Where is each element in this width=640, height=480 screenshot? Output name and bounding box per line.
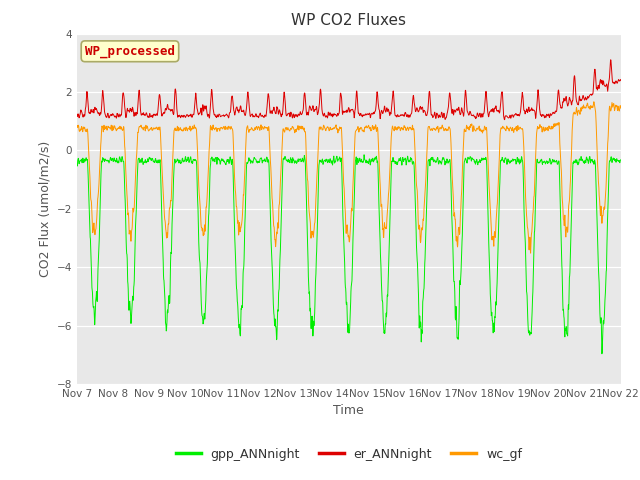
wc_gf <box>590 99 598 105</box>
gpp_ANNnight <box>225 157 232 163</box>
gpp_ANNnight <box>569 161 577 167</box>
Line: wc_gf: wc_gf <box>77 102 621 253</box>
wc_gf <box>507 125 515 131</box>
wc_gf <box>225 124 232 130</box>
gpp_ANNnight <box>598 351 605 357</box>
Title: WP CO2 Fluxes: WP CO2 Fluxes <box>291 13 406 28</box>
er_ANNnight <box>376 116 384 121</box>
gpp_ANNnight <box>617 157 625 163</box>
wc_gf <box>73 123 81 129</box>
wc_gf <box>376 182 384 188</box>
wc_gf <box>569 114 577 120</box>
er_ANNnight <box>225 115 232 121</box>
gpp_ANNnight <box>507 158 515 164</box>
er_ANNnight <box>569 96 577 102</box>
er_ANNnight <box>584 94 592 100</box>
wc_gf <box>584 104 592 109</box>
wc_gf <box>527 250 534 256</box>
gpp_ANNnight <box>73 162 81 168</box>
wc_gf <box>365 123 372 129</box>
gpp_ANNnight <box>376 251 384 257</box>
gpp_ANNnight <box>360 152 368 157</box>
Y-axis label: CO2 Flux (umol/m2/s): CO2 Flux (umol/m2/s) <box>38 141 51 277</box>
er_ANNnight <box>607 57 614 63</box>
gpp_ANNnight <box>365 160 372 166</box>
er_ANNnight <box>507 115 515 121</box>
X-axis label: Time: Time <box>333 405 364 418</box>
gpp_ANNnight <box>584 158 592 164</box>
Text: WP_processed: WP_processed <box>85 45 175 58</box>
Legend: gpp_ANNnight, er_ANNnight, wc_gf: gpp_ANNnight, er_ANNnight, wc_gf <box>171 443 527 466</box>
er_ANNnight <box>617 77 625 83</box>
er_ANNnight <box>365 111 372 117</box>
Line: gpp_ANNnight: gpp_ANNnight <box>77 155 621 354</box>
er_ANNnight <box>501 117 509 122</box>
Line: er_ANNnight: er_ANNnight <box>77 60 621 120</box>
wc_gf <box>617 105 625 111</box>
er_ANNnight <box>73 111 81 117</box>
